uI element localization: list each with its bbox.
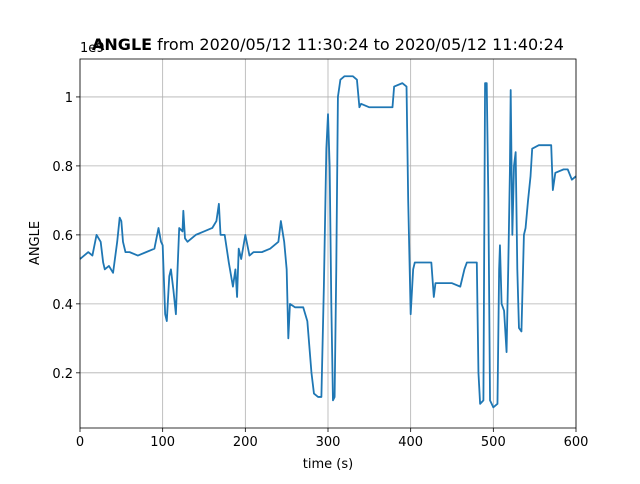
y-tick-label: 0.6 [52,229,73,244]
x-tick-label: 400 [398,435,423,450]
y-tick-label: 0.4 [52,298,73,313]
x-tick-label: 600 [564,435,589,450]
y-tick-label: 0.2 [52,367,73,382]
x-tick-label: 300 [316,435,341,450]
x-tick-label: 100 [150,435,175,450]
plot-layer [79,75,577,409]
x-axis-label: time (s) [303,457,353,472]
x-tick-label: 0 [76,435,84,450]
y-offset-label: 1e9 [80,41,105,56]
y-tick-label: 0.8 [52,160,73,175]
chart-title: ANGLE from 2020/05/12 11:30:24 to 2020/05… [92,35,564,54]
y-tick-label: 1 [65,91,73,106]
x-tick-label: 200 [233,435,258,450]
title-text: from 2020/05/12 11:30:24 to 2020/05/12 1… [157,35,564,54]
x-tick-label: 500 [481,435,506,450]
title-bold: ANGLE [92,35,152,54]
data-line [79,75,577,409]
y-axis-label: ANGLE [28,221,43,265]
